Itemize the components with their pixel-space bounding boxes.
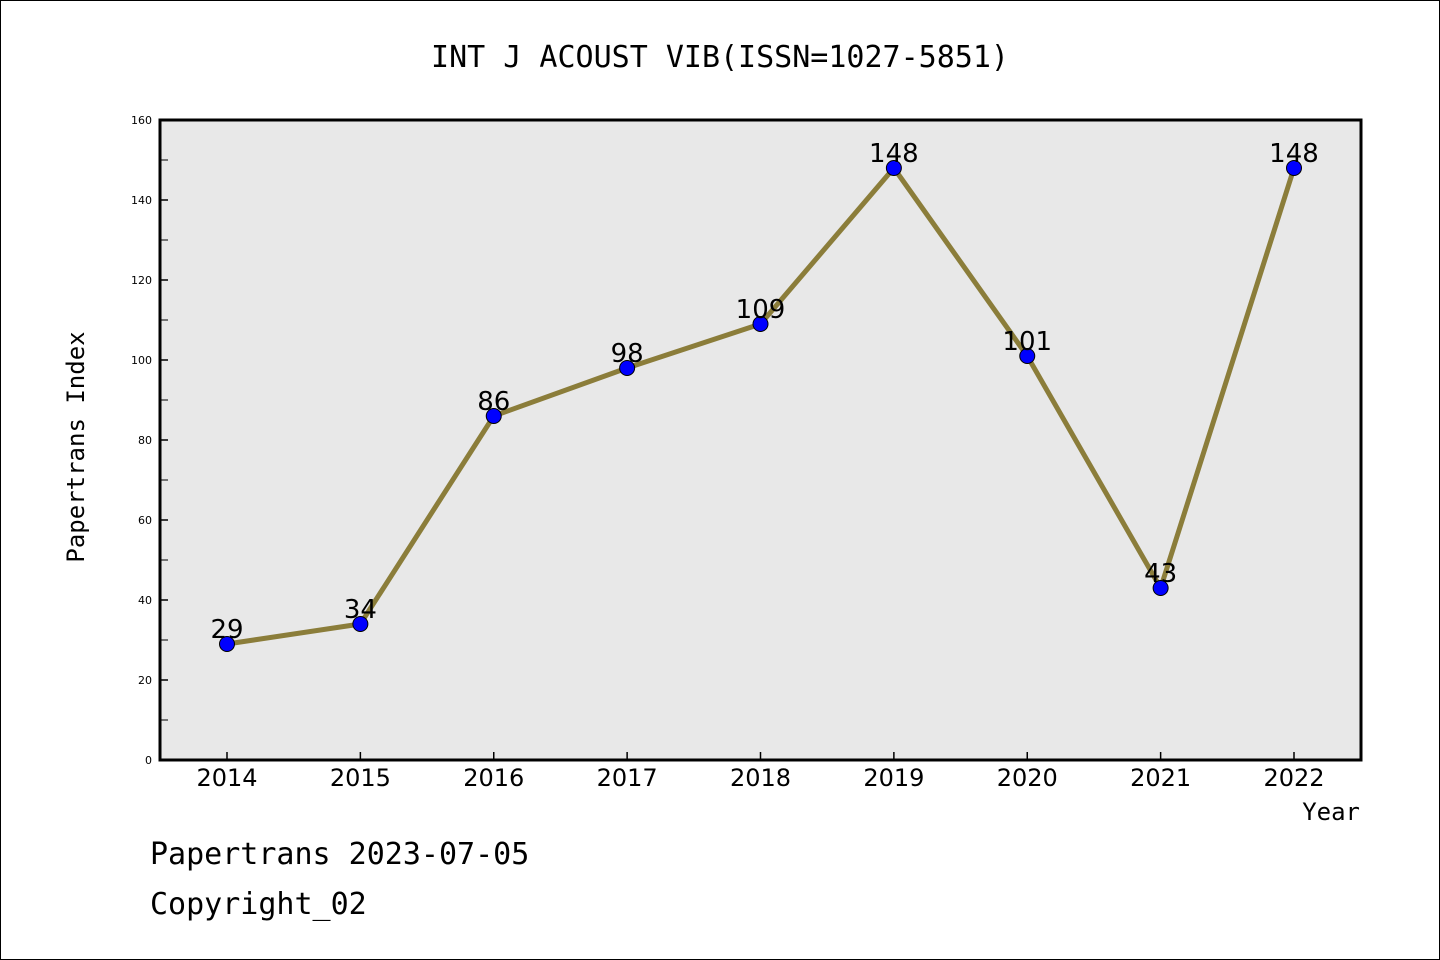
- x-tick-label: 2016: [463, 764, 524, 792]
- data-point: [352, 616, 369, 632]
- x-tick-label: 2022: [1263, 764, 1324, 792]
- data-label: 86: [477, 387, 510, 417]
- x-axis: 2014 2015 2016 2017 2018 2019 2020 2021 2022: [196, 752, 1325, 792]
- data-label: 148: [1269, 139, 1319, 169]
- data-label: 101: [1002, 327, 1052, 357]
- y-axis-label: Papertrans Index: [62, 331, 90, 562]
- x-axis-label: Year: [1302, 798, 1360, 826]
- y-tick-label: 60: [138, 514, 152, 527]
- y-tick-label: 100: [131, 354, 152, 367]
- y-tick-label: 80: [138, 434, 152, 447]
- chart-title: INT J ACOUST VIB(ISSN=1027-5851): [431, 40, 1009, 75]
- data-point: [1152, 580, 1169, 596]
- x-tick-label: 2019: [863, 764, 924, 792]
- x-tick-label: 2014: [196, 764, 257, 792]
- y-tick-label: 40: [138, 594, 152, 607]
- data-label: 29: [210, 615, 243, 645]
- data-point: [885, 160, 902, 176]
- data-points: [219, 160, 1302, 652]
- data-labels: 29 34 86 98 109 148 101 43 148: [210, 139, 1318, 645]
- x-tick-label: 2017: [597, 764, 658, 792]
- y-tick-label: 140: [131, 194, 152, 207]
- y-tick-label: 20: [138, 674, 152, 687]
- plot-area: [158, 118, 1363, 762]
- x-tick-label: 2015: [330, 764, 391, 792]
- data-label: 98: [611, 339, 644, 369]
- y-axis: 0 20 40 60 80 100 120 140 160: [131, 114, 168, 767]
- x-tick-label: 2018: [730, 764, 791, 792]
- footer-copyright: Copyright_02: [150, 887, 367, 922]
- data-point: [752, 316, 769, 332]
- data-label: 34: [344, 595, 377, 625]
- data-label: 148: [869, 139, 919, 169]
- data-point: [1286, 160, 1302, 176]
- data-label: 43: [1144, 559, 1177, 589]
- y-tick-label: 0: [145, 754, 152, 767]
- data-point: [485, 408, 502, 424]
- y-tick-label: 160: [131, 114, 152, 127]
- data-point: [619, 360, 636, 376]
- y-tick-label: 120: [131, 274, 152, 287]
- data-point: [1019, 348, 1036, 364]
- x-tick-label: 2020: [997, 764, 1058, 792]
- footer-date-line: Papertrans 2023-07-05: [150, 837, 529, 872]
- data-label: 109: [736, 295, 786, 325]
- data-point: [219, 636, 235, 652]
- x-tick-label: 2021: [1130, 764, 1191, 792]
